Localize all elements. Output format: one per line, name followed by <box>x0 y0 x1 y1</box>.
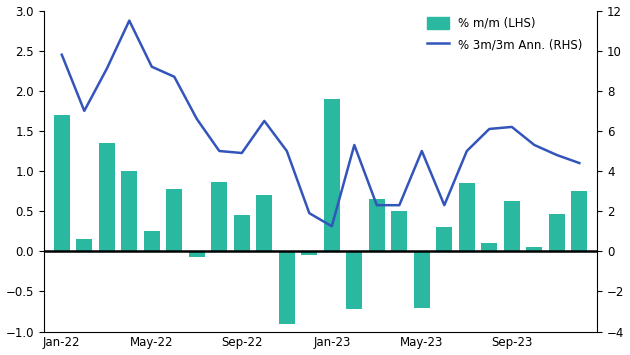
Bar <box>459 183 475 251</box>
Bar <box>166 189 182 251</box>
Bar <box>346 251 362 309</box>
Bar <box>527 247 542 251</box>
Bar <box>301 251 317 255</box>
Bar <box>212 181 227 251</box>
Bar <box>481 243 497 251</box>
Bar <box>122 171 137 251</box>
Bar <box>571 191 587 251</box>
Bar <box>437 227 452 251</box>
Bar <box>76 239 92 251</box>
Bar <box>369 199 385 251</box>
Bar <box>144 231 159 251</box>
Bar <box>189 251 205 257</box>
Bar <box>99 143 115 251</box>
Bar <box>414 251 430 307</box>
Bar <box>279 251 295 323</box>
Bar <box>391 211 407 251</box>
Legend: % m/m (LHS), % 3m/3m Ann. (RHS): % m/m (LHS), % 3m/3m Ann. (RHS) <box>424 13 586 55</box>
Bar <box>324 99 340 251</box>
Bar <box>256 195 272 251</box>
Bar <box>549 214 564 251</box>
Bar <box>234 215 249 251</box>
Bar <box>504 201 520 251</box>
Bar <box>54 115 70 251</box>
